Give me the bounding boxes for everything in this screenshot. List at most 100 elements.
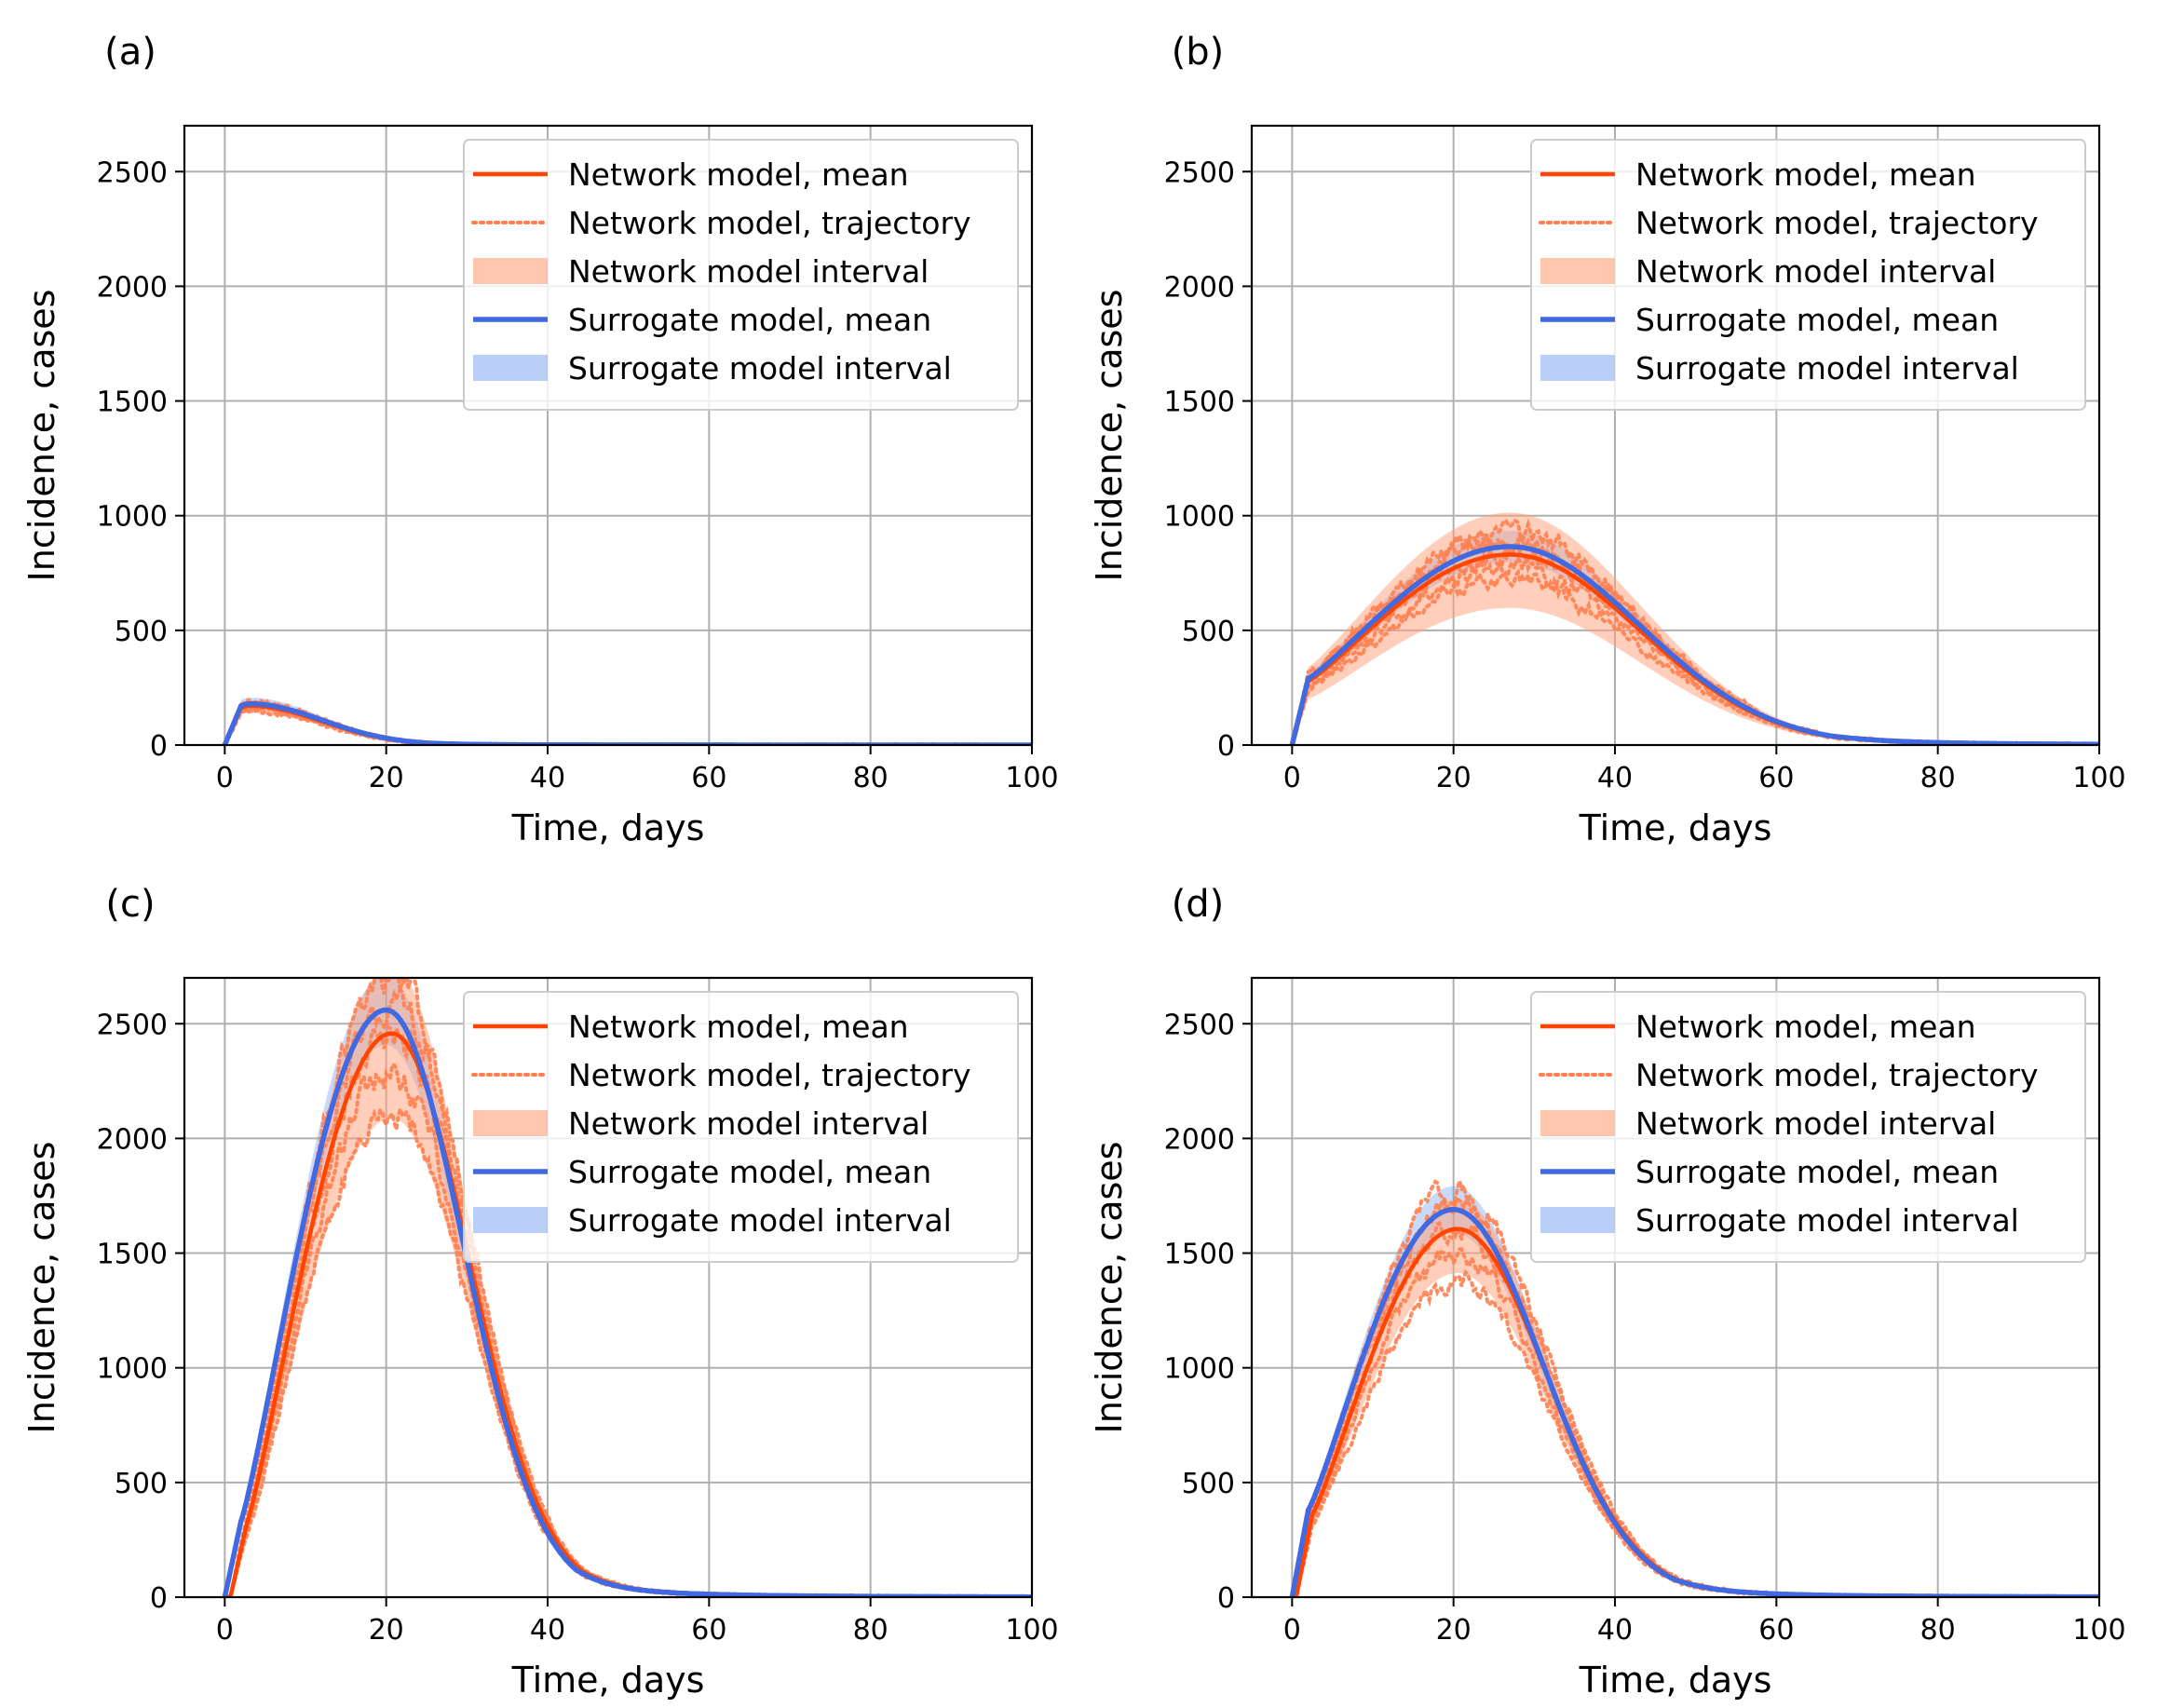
x-tick-label: 100 — [1005, 1614, 1058, 1647]
y-tick-label: 1000 — [1164, 1353, 1235, 1386]
chart-panel-b: (b)0 20 40 60 80 10005001000150020002500Time,… — [1089, 31, 2126, 848]
x-tick-label: 20 — [1436, 762, 1472, 794]
y-tick-label: 1500 — [1164, 1239, 1235, 1271]
x-tick-label: 20 — [369, 762, 404, 794]
x-tick-label: 20 — [1436, 1614, 1472, 1647]
y-axis-label: Incidence, cases — [21, 290, 62, 582]
y-tick-label: 500 — [1182, 616, 1235, 648]
legend-label: Network model, mean — [568, 1009, 909, 1045]
legend-handle-surrogate-interval — [473, 1207, 548, 1233]
panel-label: (c) — [105, 883, 155, 926]
x-tick-label: 100 — [2072, 1614, 2125, 1647]
x-axis-label: Time, days — [1579, 1660, 1772, 1701]
y-tick-label: 1000 — [97, 1353, 168, 1386]
panel-label: (a) — [104, 31, 156, 74]
legend-label: Surrogate model, mean — [1635, 302, 1999, 338]
x-tick-label: 80 — [1920, 762, 1956, 794]
x-tick-label: 80 — [853, 762, 889, 794]
panel-label: (b) — [1172, 31, 1225, 74]
x-tick-label: 100 — [1005, 762, 1058, 794]
legend-label: Surrogate model, mean — [568, 1154, 931, 1190]
y-tick-label: 2000 — [97, 1123, 168, 1156]
x-tick-label: 0 — [1283, 1614, 1301, 1647]
legend-label: Network model interval — [1635, 253, 1996, 290]
legend-label: Network model, mean — [1635, 156, 1976, 193]
legend-label: Surrogate model, mean — [568, 302, 931, 338]
y-tick-label: 1500 — [1164, 386, 1235, 419]
legend-handle-surrogate-interval — [473, 355, 548, 381]
legend-handle-network-interval — [473, 258, 548, 284]
legend-handle-network-interval — [1540, 258, 1615, 284]
x-axis-label: Time, days — [511, 1660, 705, 1701]
x-tick-label: 0 — [216, 1614, 234, 1647]
chart-panel-c: (c)0 20 40 60 80 10005001000150020002500Time,… — [21, 883, 1059, 1701]
x-tick-label: 0 — [1283, 762, 1301, 794]
legend-label: Network model, trajectory — [1635, 205, 2039, 241]
surrogate-mean-line — [224, 704, 1032, 745]
x-tick-label: 60 — [691, 1614, 726, 1647]
legend: Network model, mean Network model, trajec… — [1531, 992, 2085, 1262]
network-trajectory-line — [224, 702, 1032, 745]
legend-label: Network model, mean — [568, 156, 909, 193]
legend-label: Network model interval — [568, 1105, 929, 1142]
x-tick-label: 40 — [530, 1614, 565, 1647]
legend-label: Network model interval — [1635, 1105, 1996, 1142]
plot-area — [224, 698, 1032, 745]
y-tick-label: 1500 — [97, 1239, 168, 1271]
legend-label: Surrogate model interval — [1635, 1202, 2019, 1239]
y-tick-label: 500 — [1182, 1468, 1235, 1500]
legend-label: Surrogate model interval — [568, 350, 952, 386]
legend: Network model, mean Network model, trajec… — [464, 140, 1018, 410]
chart-panel-a: (a)0 20 40 60 80 10005001000150020002500Time,… — [21, 31, 1059, 848]
y-axis-label: Incidence, cases — [21, 1142, 62, 1434]
legend-label: Network model, mean — [1635, 1009, 1976, 1045]
legend-label: Network model interval — [568, 253, 929, 290]
y-tick-label: 0 — [150, 1582, 168, 1615]
chart-panel-d: (d)0 20 40 60 80 10005001000150020002500Time,… — [1089, 883, 2126, 1701]
legend-label: Network model, trajectory — [1635, 1057, 2039, 1093]
legend-handle-network-interval — [473, 1110, 548, 1136]
y-tick-label: 500 — [115, 1468, 168, 1500]
x-tick-label: 60 — [1758, 1614, 1794, 1647]
y-tick-label: 2500 — [1164, 1009, 1235, 1041]
x-tick-label: 40 — [1597, 1614, 1633, 1647]
figure: (a)0 20 40 60 80 10005001000150020002500Time,… — [0, 0, 2157, 1708]
y-tick-label: 1000 — [1164, 501, 1235, 534]
x-tick-label: 60 — [691, 762, 726, 794]
y-axis-label: Incidence, cases — [1089, 290, 1130, 582]
y-tick-label: 2000 — [1164, 271, 1235, 304]
y-tick-label: 2000 — [97, 271, 168, 304]
network-trajectory-line — [224, 704, 1032, 745]
y-tick-label: 0 — [150, 730, 168, 763]
network-trajectory-line — [224, 700, 1032, 745]
x-axis-label: Time, days — [511, 807, 705, 848]
x-tick-label: 60 — [1758, 762, 1794, 794]
y-tick-label: 1500 — [97, 386, 168, 419]
legend-handle-surrogate-interval — [1540, 355, 1615, 381]
y-tick-label: 2000 — [1164, 1123, 1235, 1156]
surrogate-interval-band — [224, 698, 1032, 745]
legend: Network model, mean Network model, trajec… — [464, 992, 1018, 1262]
plot-area — [1292, 513, 2099, 746]
x-tick-label: 80 — [853, 1614, 889, 1647]
legend-label: Surrogate model interval — [1635, 350, 2019, 386]
y-tick-label: 2500 — [97, 1009, 168, 1041]
legend-handle-network-interval — [1540, 1110, 1615, 1136]
x-tick-label: 40 — [1597, 762, 1633, 794]
legend-handle-surrogate-interval — [1540, 1207, 1615, 1233]
y-tick-label: 0 — [1217, 1582, 1235, 1615]
x-tick-label: 20 — [369, 1614, 404, 1647]
y-tick-label: 0 — [1217, 730, 1235, 763]
y-tick-label: 1000 — [97, 501, 168, 534]
x-tick-label: 40 — [530, 762, 565, 794]
y-tick-label: 500 — [115, 616, 168, 648]
x-tick-label: 100 — [2072, 762, 2125, 794]
legend-label: Surrogate model, mean — [1635, 1154, 1999, 1190]
legend-label: Surrogate model interval — [568, 1202, 952, 1239]
x-tick-label: 0 — [216, 762, 234, 794]
x-axis-label: Time, days — [1579, 807, 1772, 848]
network-trajectory-line — [1292, 1272, 2099, 1597]
network-interval-band — [1292, 513, 2099, 746]
legend-label: Network model, trajectory — [568, 1057, 971, 1093]
y-axis-label: Incidence, cases — [1089, 1142, 1130, 1434]
